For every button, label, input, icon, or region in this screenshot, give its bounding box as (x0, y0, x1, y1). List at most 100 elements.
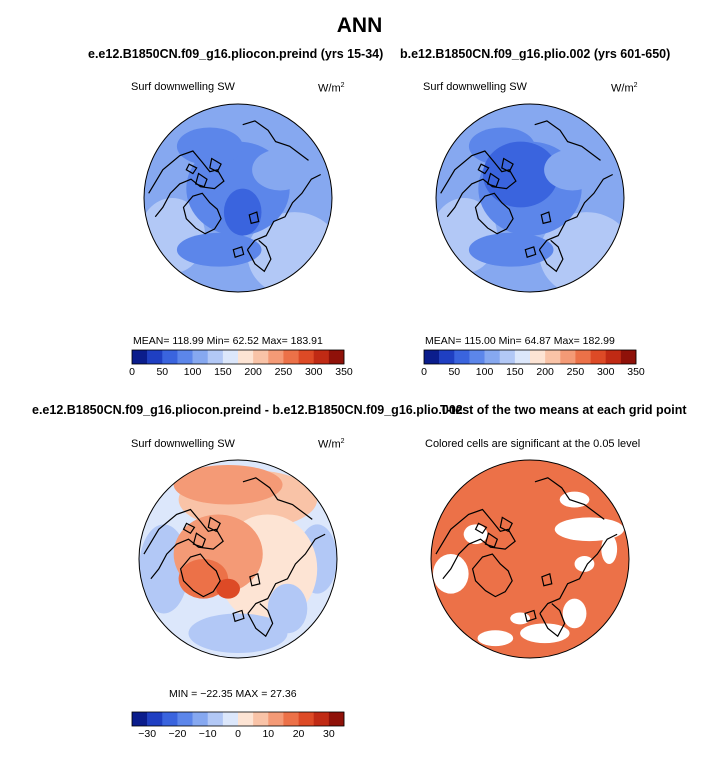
colorbar-swatch (207, 712, 224, 726)
colorbar-tick-label: 10 (262, 728, 275, 740)
field-region (223, 188, 262, 236)
coastline-scandinavia (539, 603, 566, 638)
colorbar-swatch (192, 350, 209, 364)
colorbar-swatch (590, 350, 607, 364)
colorbar-tick-label: 200 (244, 366, 262, 378)
colorbar-swatch (253, 712, 269, 726)
panel-3-stats: MIN = −22.35 MAX = 27.36 (169, 688, 297, 700)
field-region (544, 149, 601, 191)
colorbar-swatch (283, 712, 299, 726)
coastline-greenland (471, 553, 513, 598)
colorbar-tick-label: 150 (506, 366, 524, 378)
colorbar-swatch (132, 712, 148, 726)
panel-2-colorbar-ticks: 0 50 100 150 200 250 300 350 (421, 366, 645, 380)
coastline-greenland (474, 192, 514, 235)
coastline-iceland (524, 246, 537, 258)
colorbar-swatch (328, 712, 345, 726)
colorbar-swatch (313, 350, 330, 364)
panel-3-title: e.e12.B1850CN.f09_g16.pliocon.preind - b… (32, 403, 463, 417)
colorbar-swatch (328, 350, 345, 364)
coastline-iceland (524, 609, 537, 623)
coastline-canada (435, 508, 516, 580)
colorbar-swatch (268, 350, 284, 364)
coastline-greenland (179, 553, 221, 598)
colorbar-swatch (499, 350, 516, 364)
colorbar-tick-label: 250 (274, 366, 293, 378)
field-region (173, 464, 283, 505)
colorbar-swatch (238, 350, 254, 364)
panel-2-title: b.e12.B1850CN.f09_g16.plio.002 (yrs 601-… (400, 47, 671, 61)
coastline-group (143, 477, 326, 638)
panel-2-units: W/m2 (611, 82, 638, 95)
panel-1-stats: MEAN= 118.99 Min= 62.52 Max= 183.91 (133, 335, 323, 347)
coastline-archipelago (185, 157, 222, 188)
coastline-canada (440, 150, 517, 218)
panel-1-colorbar (131, 349, 345, 365)
field-region (176, 232, 262, 267)
map-boundary (138, 459, 338, 659)
colorbar-swatch (469, 350, 485, 364)
colorbar-swatch (222, 712, 239, 726)
panel-2-field-label: Surf downwelling SW (423, 81, 527, 93)
colorbar-swatch (147, 712, 163, 726)
map-boundary (430, 459, 630, 659)
panel-4-map (430, 459, 630, 659)
field-region (267, 583, 308, 634)
colorbar-swatch (162, 350, 178, 364)
insignificant-cells (520, 623, 570, 644)
colorbar-swatch (530, 350, 546, 364)
colorbar-swatch (298, 350, 315, 364)
colorbar-swatch (132, 350, 148, 364)
coastline-eurasia (534, 477, 618, 614)
colorbar-tick-label: 200 (536, 366, 554, 378)
coastline-eurasia (242, 120, 321, 251)
colorbar-tick-label: 100 (475, 366, 494, 378)
colorbar-tick-label: 350 (335, 366, 353, 378)
coastline-group (148, 120, 321, 273)
colorbar-swatch (575, 350, 591, 364)
coastline-svalbard (540, 211, 552, 225)
colorbar-swatch (192, 712, 209, 726)
colorbar-tick-label: 100 (183, 366, 202, 378)
panel-4-field-label: Colored cells are significant at the 0.0… (425, 438, 641, 450)
colorbar-swatch (560, 350, 576, 364)
coastline-eurasia (534, 120, 613, 251)
colorbar-swatch (253, 350, 269, 364)
coastline-group (435, 477, 618, 638)
panel-1-units: W/m2 (318, 82, 345, 95)
colorbar-tick-label: 50 (156, 366, 169, 378)
coastline-svalbard (249, 573, 261, 587)
colorbar-swatch (545, 350, 561, 364)
coastline-iceland (232, 246, 245, 258)
coastline-scandinavia (538, 239, 564, 273)
coastline-archipelago (477, 157, 514, 188)
colorbar-swatch (484, 350, 501, 364)
colorbar-swatch (313, 712, 330, 726)
colorbar-tick-label: 0 (421, 366, 427, 378)
colorbar-tick-label: 20 (292, 728, 305, 740)
field-region (252, 149, 309, 191)
coastline-svalbard (248, 211, 260, 225)
colorbar-swatch (147, 350, 163, 364)
map-boundary (435, 103, 625, 293)
colorbar-frame (131, 711, 345, 727)
coastline-scandinavia (246, 239, 272, 273)
colorbar-swatch (177, 350, 193, 364)
colorbar-tick-label: 0 (235, 728, 241, 740)
coastline-archipelago (182, 516, 221, 548)
colorbar-swatch (162, 712, 178, 726)
panel-3-colorbar (131, 711, 345, 727)
panel-3-units: W/m2 (318, 438, 345, 451)
colorbar-tick-label: 300 (304, 366, 323, 378)
panel-3-field-label: Surf downwelling SW (131, 438, 235, 450)
panel-2-map (435, 103, 625, 293)
coastline-canada (148, 150, 225, 218)
panel-1-field-label: Surf downwelling SW (131, 81, 235, 93)
colorbar-tick-label: 30 (323, 728, 335, 740)
colorbar-tick-label: 250 (566, 366, 585, 378)
coastline-iceland (232, 609, 245, 623)
colorbar-swatch (283, 350, 299, 364)
coastline-greenland (182, 192, 222, 235)
colorbar-swatch (238, 712, 254, 726)
colorbar-tick-label: 300 (596, 366, 615, 378)
